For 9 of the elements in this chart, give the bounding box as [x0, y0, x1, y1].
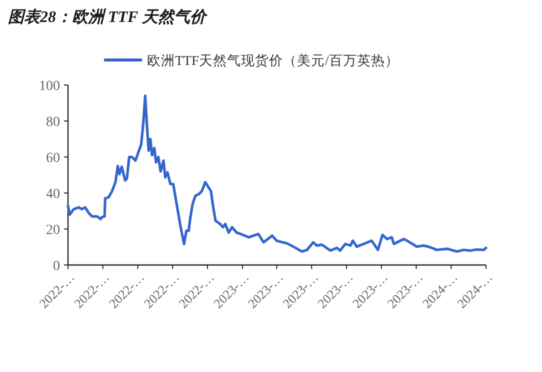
y-tick-label: 80 — [46, 114, 60, 130]
y-tick-label: 40 — [46, 186, 60, 202]
y-tick-label: 20 — [46, 222, 60, 238]
chart-title: 图表28：欧洲 TTF 天然气价 — [8, 8, 208, 26]
y-tick-label: 100 — [39, 78, 60, 94]
line-series — [66, 94, 488, 253]
legend-label: 欧洲TTF天然气现货价（美元/百万英热） — [147, 53, 399, 68]
y-tick-label: 60 — [46, 150, 60, 166]
y-tick-label: 0 — [53, 258, 60, 274]
